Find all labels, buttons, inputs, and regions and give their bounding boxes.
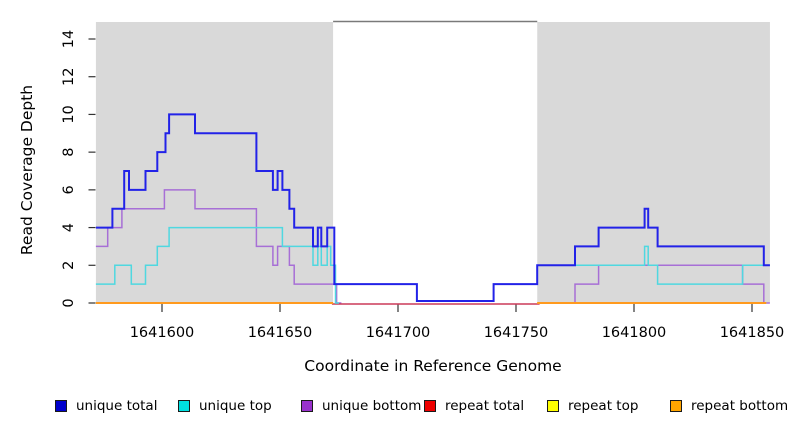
legend-swatch-icon [55,400,67,412]
series-line-unique-bottom [95,189,770,304]
legend-item-repeat-bottom: repeat bottom [670,398,792,414]
x-tick-label: 1641800 [602,325,667,341]
legend-swatch-icon [301,400,313,412]
x-tick-label: 1641700 [366,325,431,341]
legend-swatch-icon [424,400,436,412]
y-tick-label: 0 [61,298,77,307]
legend-label: unique top [199,398,272,414]
legend-label: repeat top [568,398,639,414]
y-tick-label: 12 [61,67,77,85]
legend-swatch-icon [178,400,190,412]
repeat-region-shading [95,22,334,303]
y-tick-label: 14 [61,30,77,48]
repeat-region-shading [537,22,770,303]
legend-item-repeat-top: repeat top [547,398,670,414]
legend-item-unique-top: unique top [178,398,301,414]
legend-swatch-icon [670,400,682,412]
legend-item-unique-bottom: unique bottom [301,398,424,414]
x-tick-label: 1641850 [720,325,785,341]
x-tick-label: 1641600 [130,325,195,341]
legend-swatch-icon [547,400,559,412]
y-tick-label: 6 [61,185,77,194]
x-tick-label: 1641650 [248,325,313,341]
y-tick-label: 4 [61,223,77,232]
y-tick-label: 10 [61,105,77,123]
legend-item-repeat-total: repeat total [424,398,547,414]
y-tick-label: 8 [61,148,77,157]
series-line-unique-total [95,113,770,302]
legend-label: repeat bottom [691,398,789,414]
plot-area: 1641600 1641650 1641700 1641750 1641800 16418… [61,20,785,341]
y-tick-label: 2 [61,261,77,270]
y-axis-title: Read Coverage Depth [18,84,36,256]
x-tick-label: 1641750 [484,325,549,341]
legend-label: repeat total [445,398,525,414]
legend-label: unique total [76,398,158,414]
legend: unique total unique top unique bottom repea… [55,398,792,414]
series-line-unique-top [95,226,770,304]
x-axis-title: Coordinate in Reference Genome [304,357,562,375]
legend-item-unique-total: unique total [55,398,178,414]
legend-label: unique bottom [322,398,422,414]
